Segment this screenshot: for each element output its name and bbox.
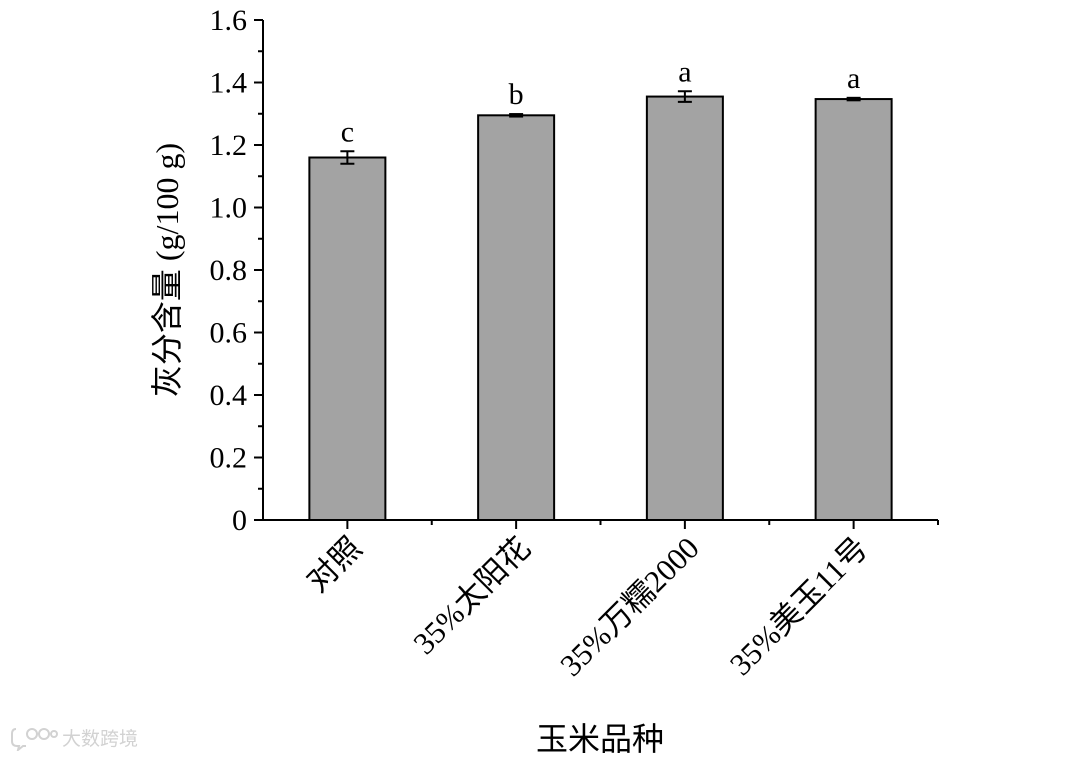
significance-label: a: [678, 55, 691, 88]
bar: [645, 95, 724, 521]
bar: [814, 98, 893, 521]
watermark-text: 大数跨境: [62, 728, 139, 750]
y-tick-label: 1.6: [210, 4, 248, 37]
y-tick-label: 1.4: [210, 67, 248, 100]
y-axis-title: 灰分含量 (g/100 g): [149, 143, 185, 397]
x-axis-title: 玉米品种: [536, 721, 664, 757]
x-tick-label: 35%太阳花: [406, 530, 537, 661]
x-tick-label: 35%万糯2000: [553, 530, 706, 683]
y-tick-label: 0.6: [210, 317, 248, 350]
significance-label: c: [341, 115, 354, 148]
x-tick-label: 对照: [300, 530, 369, 599]
x-tick-label: 35%美玉11号: [723, 530, 875, 682]
significance-labels-layer: c b a a: [341, 55, 861, 148]
y-tick-label: 0.4: [210, 379, 248, 412]
y-tick-label: 1.2: [210, 129, 248, 162]
significance-label: a: [847, 62, 860, 95]
bars-layer: [308, 95, 893, 521]
x-ticks-layer: 对照 35%太阳花 35%万糯2000 35%美玉11号: [300, 520, 939, 683]
y-tick-label: 0: [232, 504, 247, 537]
y-tick-label: 1.0: [210, 192, 248, 225]
y-ticks-layer: 0 0.2 0.4 0.6 0.8 1.0 1.2 1.4 1.6: [210, 4, 263, 537]
y-tick-label: 0.8: [210, 254, 248, 287]
significance-label: b: [509, 78, 524, 111]
watermark: 大数跨境: [10, 724, 138, 751]
error-bars-layer: [340, 90, 861, 165]
bar: [308, 156, 387, 521]
chat-bubble-logo-icon: [11, 727, 58, 751]
bar: [477, 114, 556, 521]
y-tick-label: 0.2: [210, 442, 248, 475]
